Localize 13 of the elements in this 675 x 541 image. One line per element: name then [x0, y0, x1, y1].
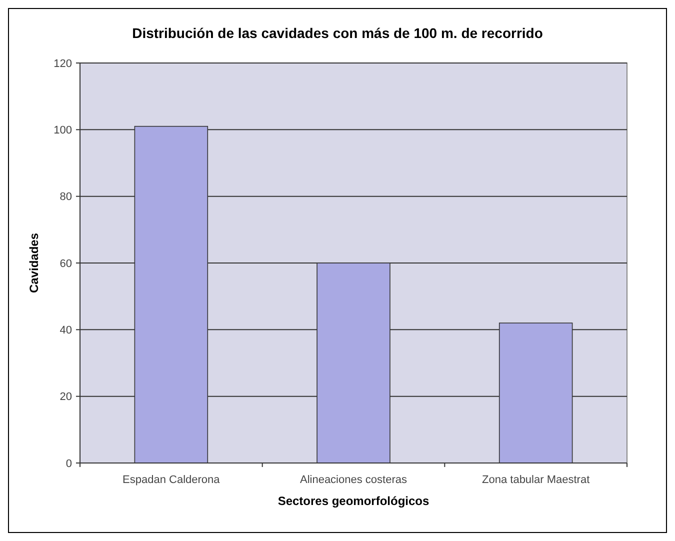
x-tick-label: Alineaciones costeras [300, 474, 408, 486]
y-axis-title: Cavidades [27, 232, 41, 294]
y-tick-label: 0 [66, 458, 72, 470]
y-tick-label: 60 [60, 258, 72, 270]
x-tick-label: Espadan Calderona [122, 474, 221, 486]
y-tick-label: 80 [60, 191, 72, 204]
y-tick-label: 120 [54, 58, 72, 70]
y-tick-label: 40 [60, 324, 72, 337]
y-tick-label: 20 [60, 391, 72, 404]
chart-title: Distribución de las cavidades con más de 100 m. de recorrido [132, 25, 543, 41]
x-axis-title: Sectores geomorfológicos [278, 494, 430, 508]
y-tick-label: 100 [54, 124, 72, 137]
x-tick-label: Zona tabular Maestrat [482, 474, 590, 486]
